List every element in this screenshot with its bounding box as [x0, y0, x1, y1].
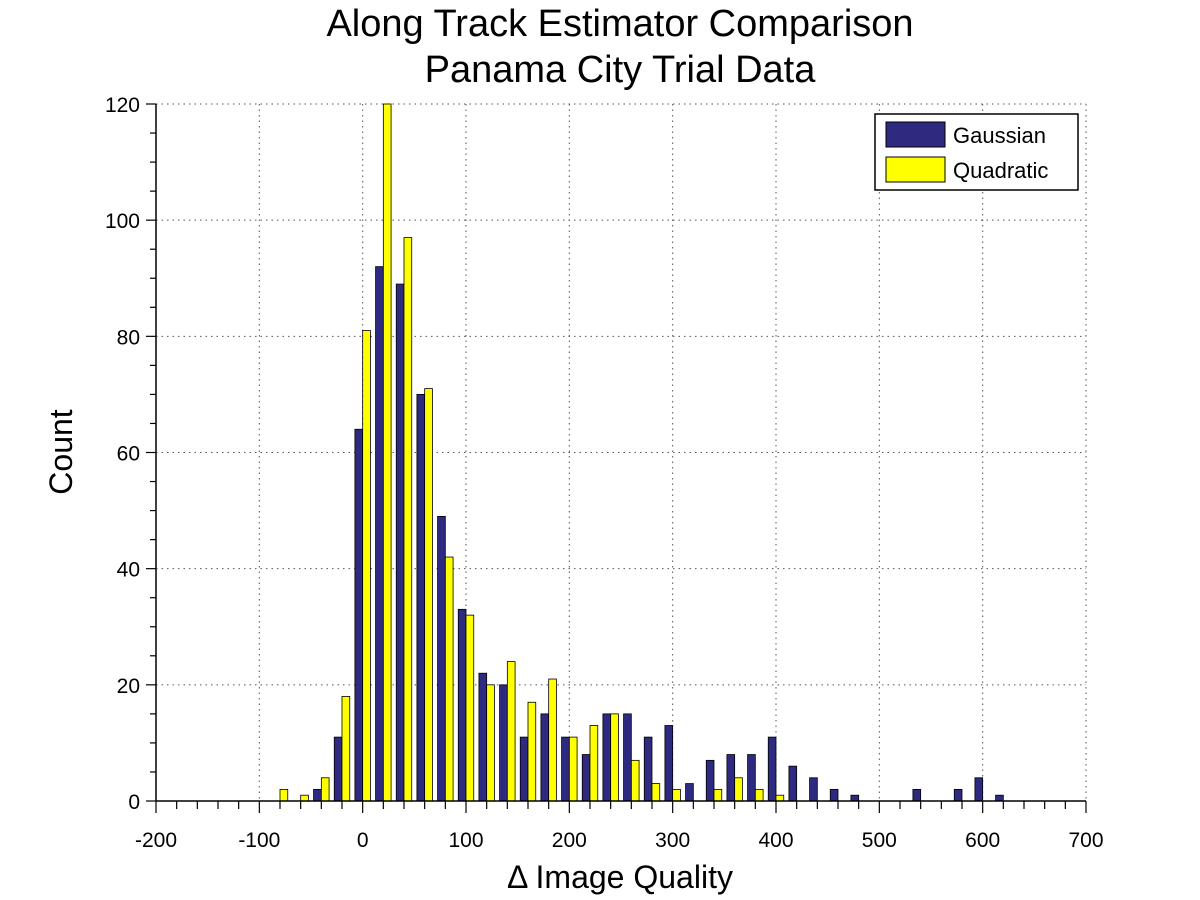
- bar-quadratic-0: [362, 330, 371, 802]
- x-axis-label: Δ Image Quality: [507, 859, 733, 895]
- bar-quadratic-180: [548, 678, 557, 802]
- legend-label-gaussian: Gaussian: [953, 123, 1046, 148]
- bar-gaussian--40: [313, 788, 322, 802]
- bar-gaussian-200: [561, 736, 570, 802]
- bar-gaussian-420: [788, 765, 798, 802]
- bar-gaussian-340: [705, 759, 715, 802]
- bar-gaussian-400: [767, 736, 777, 802]
- bar-quadratic-360: [734, 777, 743, 802]
- bar-gaussian-280: [643, 736, 653, 802]
- x-tick-label: 200: [552, 829, 587, 852]
- x-tick-label: 100: [448, 829, 483, 852]
- bar-gaussian-300: [664, 725, 674, 802]
- bar-quadratic-240: [610, 713, 619, 802]
- bar-quadratic-200: [568, 736, 578, 802]
- bar-gaussian-540: [912, 788, 922, 802]
- x-tick-label: -200: [135, 829, 177, 852]
- bar-gaussian-260: [623, 713, 632, 802]
- bar-quadratic-100: [465, 614, 475, 802]
- bar-gaussian-320: [685, 783, 694, 802]
- x-tick-label: 300: [655, 829, 690, 852]
- bar-gaussian-360: [726, 754, 736, 802]
- x-tick-label: 400: [758, 829, 793, 852]
- y-tick-label: 20: [117, 675, 140, 698]
- y-tick-label: 40: [117, 559, 140, 582]
- legend: Gaussian Quadratic: [874, 113, 1079, 191]
- bar-gaussian-220: [581, 754, 591, 802]
- legend-label-quadratic: Quadratic: [953, 158, 1048, 183]
- bars: [279, 103, 1004, 802]
- bar-gaussian-100: [457, 608, 467, 802]
- bar-gaussian-140: [499, 684, 508, 802]
- bar-quadratic-280: [651, 783, 661, 802]
- bar-gaussian-480: [850, 794, 860, 802]
- bar-quadratic-400: [775, 794, 785, 802]
- x-tick-label: -100: [238, 829, 280, 852]
- bar-gaussian-460: [829, 788, 839, 802]
- bar-quadratic-60: [424, 388, 433, 802]
- bar-quadratic-40: [403, 237, 413, 802]
- legend-swatch-quadratic: [885, 156, 946, 183]
- bar-quadratic-80: [444, 556, 454, 802]
- y-tick-label: 120: [105, 94, 140, 117]
- y-axis-label: Count: [43, 409, 79, 495]
- bar-gaussian-0: [354, 428, 364, 802]
- bar-gaussian-120: [478, 672, 488, 802]
- y-tick-label: 60: [117, 443, 140, 466]
- y-tick-label: 80: [117, 326, 140, 349]
- bar-quadratic-220: [589, 725, 599, 802]
- bar-gaussian-380: [747, 754, 756, 802]
- bar-gaussian-40: [395, 283, 405, 802]
- chart-title: Along Track Estimator Comparison Panama …: [326, 3, 913, 91]
- y-tick-label: 0: [128, 791, 140, 814]
- chart-title-line-2: Panama City Trial Data: [425, 49, 817, 91]
- bar-quadratic-340: [713, 788, 723, 802]
- x-tick-label: 0: [357, 829, 369, 852]
- bar-quadratic-120: [486, 684, 495, 802]
- bar-gaussian-60: [416, 394, 426, 802]
- bar-gaussian-180: [540, 713, 550, 802]
- chart-title-line-1: Along Track Estimator Comparison: [326, 3, 913, 45]
- bar-gaussian-80: [437, 515, 446, 802]
- bar-quadratic-380: [754, 788, 764, 802]
- bar-quadratic--20: [341, 696, 351, 802]
- bar-quadratic-140: [506, 661, 516, 802]
- bar-gaussian-600: [974, 777, 984, 802]
- bar-gaussian-620: [995, 794, 1004, 802]
- bar-gaussian-240: [602, 713, 612, 802]
- bar-gaussian-580: [953, 788, 963, 802]
- bar-quadratic--80: [279, 788, 289, 802]
- bar-quadratic-160: [527, 701, 537, 802]
- bar-quadratic-300: [672, 788, 681, 802]
- legend-swatch-gaussian: [885, 121, 946, 148]
- bar-quadratic--40: [320, 777, 330, 802]
- bar-quadratic-20: [382, 103, 392, 802]
- x-tick-label: 700: [1068, 829, 1103, 852]
- bar-gaussian-20: [375, 266, 384, 802]
- axes: [155, 104, 1086, 802]
- ticks: 0 20 40 60 80 100 120 -200 -100 0 100 200 300 400 500 6…: [105, 94, 1104, 852]
- bar-gaussian-160: [519, 736, 529, 802]
- grid: [156, 103, 1087, 801]
- y-tick-label: 100: [105, 210, 140, 233]
- bar-gaussian--20: [333, 736, 343, 802]
- bar-quadratic--60: [300, 794, 309, 802]
- x-tick-label: 600: [965, 829, 1000, 852]
- x-tick-label: 500: [862, 829, 897, 852]
- bar-gaussian-440: [809, 777, 818, 802]
- bar-quadratic-260: [630, 759, 640, 802]
